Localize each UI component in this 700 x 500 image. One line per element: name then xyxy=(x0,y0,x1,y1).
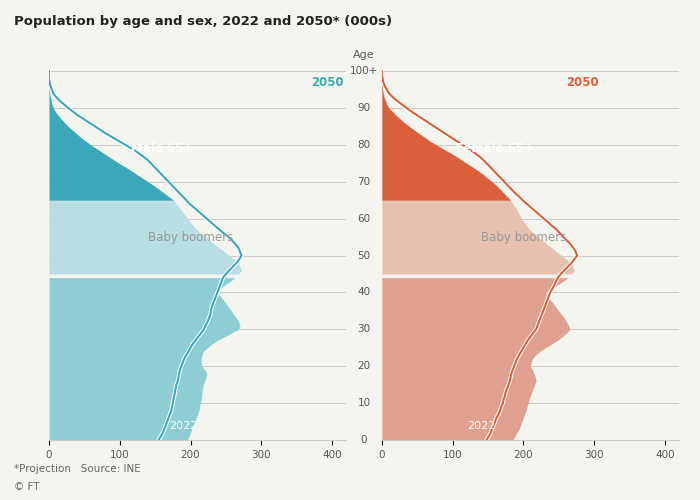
Text: 2050: 2050 xyxy=(311,76,344,88)
Text: 80: 80 xyxy=(358,140,370,150)
Text: *Projection   Source: INE: *Projection Source: INE xyxy=(14,464,141,474)
Text: 2022: 2022 xyxy=(169,421,197,431)
Text: 20: 20 xyxy=(358,361,370,371)
Text: Baby boomers: Baby boomers xyxy=(481,230,566,243)
Text: 2022: 2022 xyxy=(467,421,495,431)
Text: Age: Age xyxy=(354,50,374,60)
Text: 0: 0 xyxy=(360,435,368,445)
Text: 40: 40 xyxy=(358,288,370,298)
Text: Population by age and sex, 2022 and 2050* (000s): Population by age and sex, 2022 and 2050… xyxy=(14,15,392,28)
Text: 50: 50 xyxy=(358,250,370,260)
Text: 60: 60 xyxy=(358,214,370,224)
Text: 90: 90 xyxy=(358,103,370,113)
Text: 10: 10 xyxy=(358,398,370,408)
Text: © FT: © FT xyxy=(14,482,39,492)
Text: Baby boomers: Baby boomers xyxy=(148,230,233,243)
Text: 2050: 2050 xyxy=(566,76,598,88)
Text: Female 65+: Female 65+ xyxy=(456,142,534,155)
Text: 70: 70 xyxy=(358,176,370,186)
Text: Male 65+: Male 65+ xyxy=(131,142,193,155)
Text: 30: 30 xyxy=(358,324,370,334)
Text: 100+: 100+ xyxy=(350,66,378,76)
